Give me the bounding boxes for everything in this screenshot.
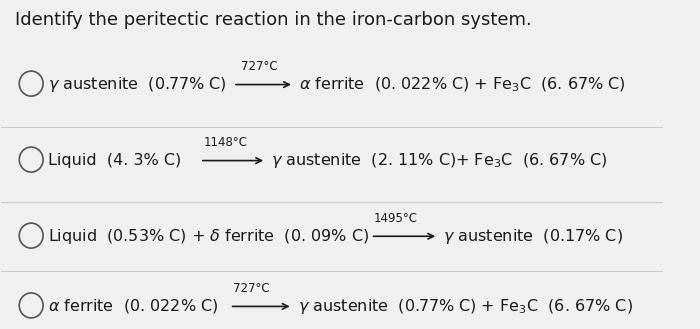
Text: $\gamma$ austenite  (0.77% C): $\gamma$ austenite (0.77% C) <box>48 75 226 94</box>
Text: 1495°C: 1495°C <box>373 212 417 225</box>
Text: $\gamma$ austenite  (2. 11% C)+ Fe$_3$C  (6. 67% C): $\gamma$ austenite (2. 11% C)+ Fe$_3$C (… <box>272 151 608 170</box>
Text: 727°C: 727°C <box>233 282 270 295</box>
Text: $\gamma$ austenite  (0.17% C): $\gamma$ austenite (0.17% C) <box>444 227 624 246</box>
Text: Liquid  (0.53% C) + $\delta$ ferrite  (0. 09% C): Liquid (0.53% C) + $\delta$ ferrite (0. … <box>48 227 369 246</box>
Text: $\alpha$ ferrite  (0. 022% C): $\alpha$ ferrite (0. 022% C) <box>48 297 218 316</box>
Text: $\alpha$ ferrite  (0. 022% C) + Fe$_3$C  (6. 67% C): $\alpha$ ferrite (0. 022% C) + Fe$_3$C (… <box>299 75 626 94</box>
Text: Identify the peritectic reaction in the iron-carbon system.: Identify the peritectic reaction in the … <box>15 11 531 29</box>
Text: Liquid  (4. 3% C): Liquid (4. 3% C) <box>48 153 181 168</box>
Text: $\gamma$ austenite  (0.77% C) + Fe$_3$C  (6. 67% C): $\gamma$ austenite (0.77% C) + Fe$_3$C (… <box>298 297 633 316</box>
Text: 727°C: 727°C <box>241 60 278 73</box>
Text: 1148°C: 1148°C <box>203 136 247 149</box>
